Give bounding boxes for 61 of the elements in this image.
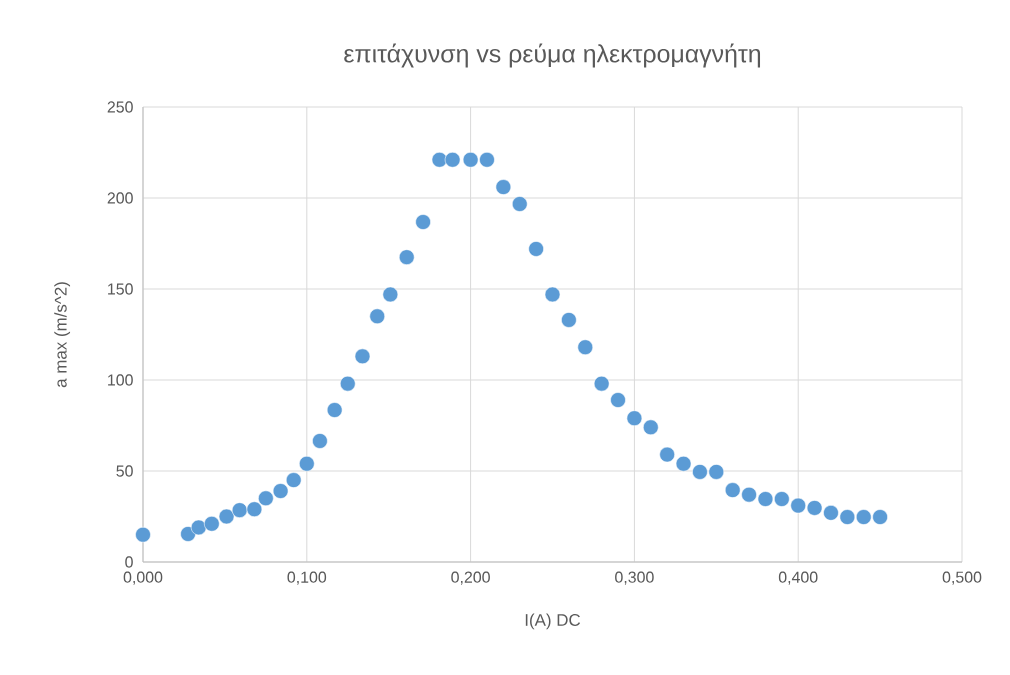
point <box>872 509 888 525</box>
x-tick-label: 0,000 <box>123 571 163 585</box>
point <box>415 214 431 230</box>
point <box>708 464 725 480</box>
point <box>774 491 790 507</box>
point <box>741 486 757 503</box>
point <box>528 241 544 257</box>
point <box>285 472 302 488</box>
point <box>806 500 823 516</box>
point <box>610 392 626 408</box>
point <box>561 312 577 328</box>
point <box>272 483 289 499</box>
x-tick-label: 0,300 <box>615 571 654 585</box>
x-tick-label: 0,400 <box>778 571 818 585</box>
point <box>544 286 561 303</box>
y-axis-title: a max (m/s^2) <box>54 282 71 388</box>
point <box>354 348 371 365</box>
x-tick-label: 0,200 <box>451 571 490 585</box>
point <box>692 464 708 480</box>
point <box>190 519 207 536</box>
x-tick-label: 0,500 <box>942 571 982 585</box>
y-tick-label: 0 <box>125 556 133 568</box>
point <box>855 509 872 525</box>
point <box>231 502 248 518</box>
point <box>823 505 839 521</box>
point <box>757 491 774 507</box>
point <box>577 339 594 356</box>
point <box>790 497 807 514</box>
chart-title: επιτάχυνση vs ρεύμα ηλεκτρομαγνήτη <box>344 43 761 68</box>
y-tick-label: 250 <box>107 101 133 113</box>
point <box>299 455 315 472</box>
point <box>444 151 461 168</box>
point <box>246 501 263 518</box>
point <box>398 249 415 265</box>
point <box>258 490 274 507</box>
point <box>326 402 343 418</box>
x-axis-title: I(A) DC <box>525 613 581 630</box>
point <box>839 509 856 525</box>
point <box>369 308 386 325</box>
point <box>479 151 495 168</box>
point <box>642 419 659 436</box>
y-tick-label: 100 <box>108 374 133 386</box>
point <box>204 515 220 532</box>
point <box>312 433 328 449</box>
point <box>593 375 610 392</box>
point <box>135 526 151 543</box>
point <box>382 286 399 303</box>
y-tick-label: 150 <box>108 283 133 295</box>
point <box>724 482 741 498</box>
point <box>339 375 356 392</box>
point <box>675 455 692 472</box>
y-tick-label: 200 <box>107 192 133 204</box>
point <box>462 151 479 168</box>
point <box>218 508 235 525</box>
point <box>431 151 448 168</box>
point <box>626 410 643 427</box>
point <box>659 446 675 463</box>
y-tick-label: 50 <box>116 465 133 477</box>
x-tick-label: 0,100 <box>287 571 327 585</box>
point <box>495 179 512 195</box>
point <box>511 196 528 212</box>
